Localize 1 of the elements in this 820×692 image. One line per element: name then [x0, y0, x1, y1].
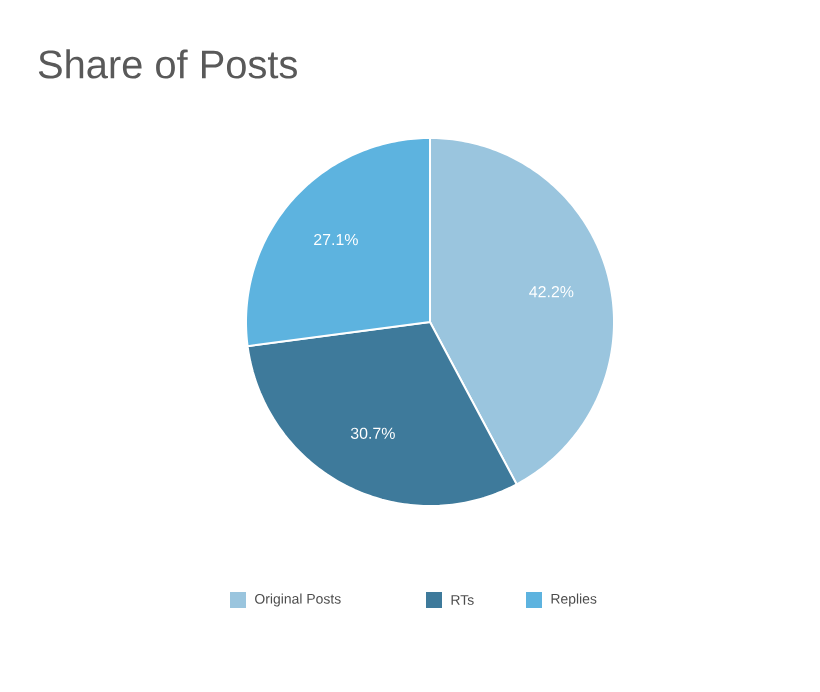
- chart-title: Share of Posts: [38, 49, 297, 79]
